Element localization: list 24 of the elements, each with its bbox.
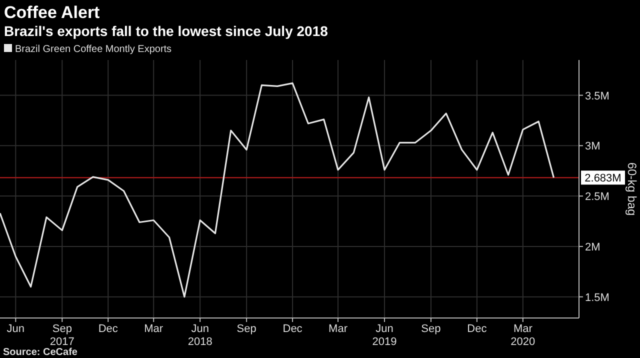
x-tick-label: Jun 2019: [372, 323, 397, 348]
x-tick-label: Sep: [236, 323, 256, 335]
x-tick-label: Dec: [467, 323, 488, 335]
x-tick-label: Jun: [6, 323, 25, 335]
x-tick-label: Jun 2018: [188, 323, 212, 348]
x-tick-label: Mar 2020: [510, 323, 536, 348]
x-tick-label: Dec: [282, 323, 303, 335]
y-tick-label: 2M: [585, 241, 600, 254]
chart-subtitle: Brazil's exports fall to the lowest since July 2018: [4, 23, 328, 39]
line-series: [0, 82, 555, 298]
x-tick-label: Sep: [421, 323, 441, 335]
y-tick-label: 1.5M: [585, 292, 610, 304]
y-axis-title: 60-kg bag: [625, 162, 639, 216]
legend-label: Brazil Green Coffee Montly Exports: [15, 44, 172, 55]
ref-line-label: 2.683M: [584, 172, 622, 185]
x-tick-label: Sep 2017: [50, 323, 74, 348]
y-tick-label: 2.5M: [585, 191, 610, 204]
x-tick-label: Mar: [144, 323, 164, 335]
chart-title: Coffee Alert: [4, 3, 100, 22]
source-note: Source: CeCafe: [3, 347, 78, 358]
x-tick-label: Dec: [98, 323, 118, 335]
y-tick-label: 3.5M: [585, 90, 610, 102]
y-tick-label: 3M: [585, 140, 600, 153]
x-tick-label: Mar: [328, 323, 348, 335]
